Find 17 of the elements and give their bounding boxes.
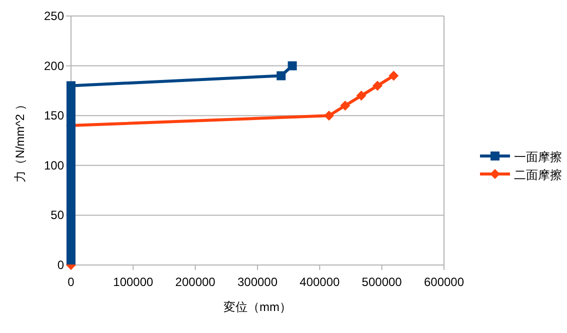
y-tick-label: 50 — [50, 208, 64, 222]
x-tick-label: 0 — [68, 275, 75, 289]
x-axis-title: 変位（mm） — [224, 300, 292, 314]
y-axis-title: 力（N/mm^2 ） — [13, 98, 27, 182]
y-tick-label: 250 — [44, 9, 64, 23]
y-tick-label: 150 — [44, 108, 64, 123]
y-tick-label: 200 — [44, 58, 64, 73]
legend-label: 二面摩擦 — [514, 168, 562, 182]
x-tick-label: 400000 — [300, 275, 340, 289]
x-tick-label: 600000 — [424, 275, 464, 289]
y-tick-label: 100 — [44, 158, 64, 172]
legend-label: 一面摩擦 — [514, 150, 562, 164]
x-tick-label: 200000 — [175, 275, 216, 289]
x-tick-label: 300000 — [237, 275, 278, 289]
x-tick-label: 500000 — [362, 275, 402, 289]
y-tick-label: 0 — [57, 258, 64, 272]
x-tick-label: 100000 — [113, 275, 154, 289]
